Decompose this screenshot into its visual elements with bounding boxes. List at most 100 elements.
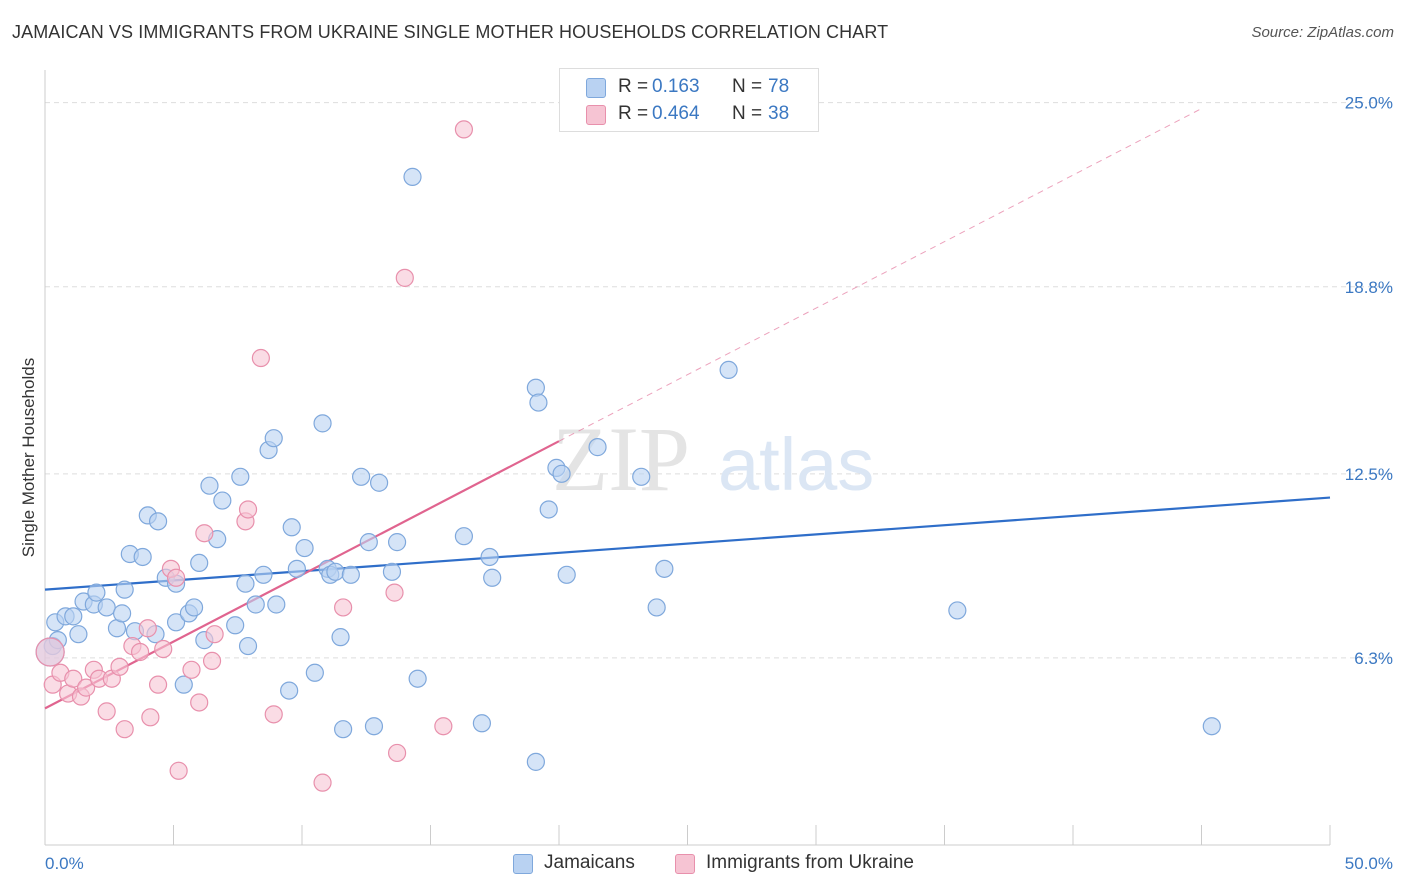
- correlation-legend: R = 0.163 N = 78 R = 0.464 N = 38: [559, 68, 819, 132]
- jamaican-point: [184, 598, 204, 617]
- jamaican-point: [472, 714, 491, 733]
- jamaican-point: [552, 464, 571, 483]
- y-tick-label: 25.0%: [1345, 94, 1393, 113]
- y-axis-title: Single Mother Households: [19, 358, 38, 557]
- ukraine-trend-extension: [558, 108, 1202, 442]
- jamaican-point: [112, 604, 132, 623]
- ukraine-point: [77, 678, 96, 697]
- ukraine-point: [202, 651, 222, 671]
- jamaican-point: [948, 601, 967, 620]
- jamaican-point: [539, 500, 558, 519]
- ukraine-point: [115, 720, 134, 739]
- ukraine-point: [166, 568, 186, 587]
- ukraine-point: [434, 717, 453, 736]
- ukraine-point: [334, 598, 353, 617]
- jamaican-point: [295, 538, 314, 558]
- jamaican-point: [647, 598, 666, 617]
- jamaican-point: [264, 429, 283, 448]
- jamaican-point: [352, 467, 371, 486]
- jamaican-point: [370, 473, 389, 492]
- jamaican-point: [87, 583, 106, 602]
- jamaican-point: [148, 512, 168, 531]
- jamaican-point: [313, 414, 332, 433]
- ukraine-point: [35, 637, 65, 667]
- jamaican-point: [364, 717, 384, 736]
- jamaican-point: [408, 669, 427, 688]
- ukraine-point: [182, 660, 201, 679]
- jamaican-point: [483, 568, 502, 587]
- jamaican-point: [174, 675, 193, 694]
- jamaican-point: [226, 616, 245, 635]
- jamaican-point: [64, 607, 83, 626]
- x-tick-label: 50.0%: [1345, 854, 1393, 873]
- legend-n-value: 78: [768, 76, 790, 97]
- ukraine-point: [110, 657, 129, 676]
- jamaican-point: [166, 613, 186, 632]
- legend-n-value: 38: [768, 103, 790, 124]
- jamaican-point: [305, 663, 324, 682]
- legend-n-label: N =: [732, 76, 763, 97]
- legend-swatch-jamaicans: [586, 78, 606, 98]
- jamaican-point: [526, 752, 545, 771]
- ukraine-point: [238, 500, 258, 519]
- jamaican-point: [231, 467, 250, 486]
- ukraine-point: [148, 675, 168, 694]
- jamaican-point: [655, 559, 674, 578]
- ukraine-point: [385, 583, 404, 602]
- jamaican-point: [280, 681, 299, 700]
- jamaican-point: [632, 467, 651, 486]
- x-tick-label: 0.0%: [45, 854, 84, 873]
- watermark-zip: ZIP: [552, 408, 690, 510]
- jamaican-point: [254, 565, 273, 584]
- jamaican-point: [213, 491, 232, 510]
- jamaican-point: [69, 625, 88, 644]
- jamaican-point: [1202, 717, 1221, 736]
- jamaican-point: [236, 574, 255, 593]
- jamaican-point: [238, 636, 258, 656]
- source-credit: Source: ZipAtlas.com: [1251, 24, 1394, 41]
- ukraine-point: [195, 524, 214, 543]
- data-points: [35, 120, 1221, 792]
- ukraine-point: [313, 773, 332, 792]
- jamaican-point: [190, 553, 209, 573]
- ukraine-point: [387, 743, 407, 763]
- jamaican-point: [326, 562, 345, 581]
- jamaican-point: [454, 527, 474, 546]
- chart-title: JAMAICAN VS IMMIGRANTS FROM UKRAINE SING…: [12, 22, 889, 42]
- jamaican-point: [331, 628, 350, 647]
- ukraine-point: [454, 120, 474, 139]
- ukraine-point: [169, 761, 188, 780]
- watermark: ZIP atlas: [552, 408, 874, 510]
- legend-r-value: 0.163: [652, 76, 700, 97]
- legend-r-label: R =: [618, 76, 649, 97]
- jamaican-point: [97, 598, 116, 617]
- jamaican-point: [287, 559, 306, 578]
- ukraine-point: [395, 268, 414, 287]
- legend-n-label: N =: [732, 103, 763, 124]
- axis-labels: 6.3% 12.5% 18.8% 25.0% 0.0% 50.0% Single Mothe…: [19, 94, 1393, 873]
- ukraine-point: [64, 669, 83, 688]
- ukraine-point: [138, 619, 157, 638]
- jamaican-point: [341, 565, 360, 584]
- jamaican-point: [529, 393, 548, 412]
- jamaican-point: [267, 595, 286, 614]
- bottom-legend-swatch-jamaicans: [513, 854, 533, 874]
- jamaican-point: [115, 580, 134, 599]
- jamaican-point: [334, 720, 353, 739]
- jamaican-point: [282, 518, 301, 537]
- y-tick-label: 18.8%: [1345, 278, 1393, 297]
- jamaican-point: [557, 565, 576, 584]
- jamaican-point: [526, 378, 545, 397]
- jamaican-point: [588, 438, 607, 457]
- jamaican-point: [480, 547, 499, 567]
- jamaican-point: [387, 533, 407, 552]
- ukraine-point: [154, 639, 173, 659]
- bottom-legend-swatch-ukraine: [675, 854, 695, 874]
- legend-r-label: R =: [618, 103, 649, 124]
- ukraine-point: [141, 708, 160, 727]
- axes: [44, 70, 1331, 846]
- y-tick-label: 6.3%: [1354, 649, 1393, 668]
- legend-r-value: 0.464: [652, 103, 700, 124]
- ukraine-point: [97, 702, 116, 721]
